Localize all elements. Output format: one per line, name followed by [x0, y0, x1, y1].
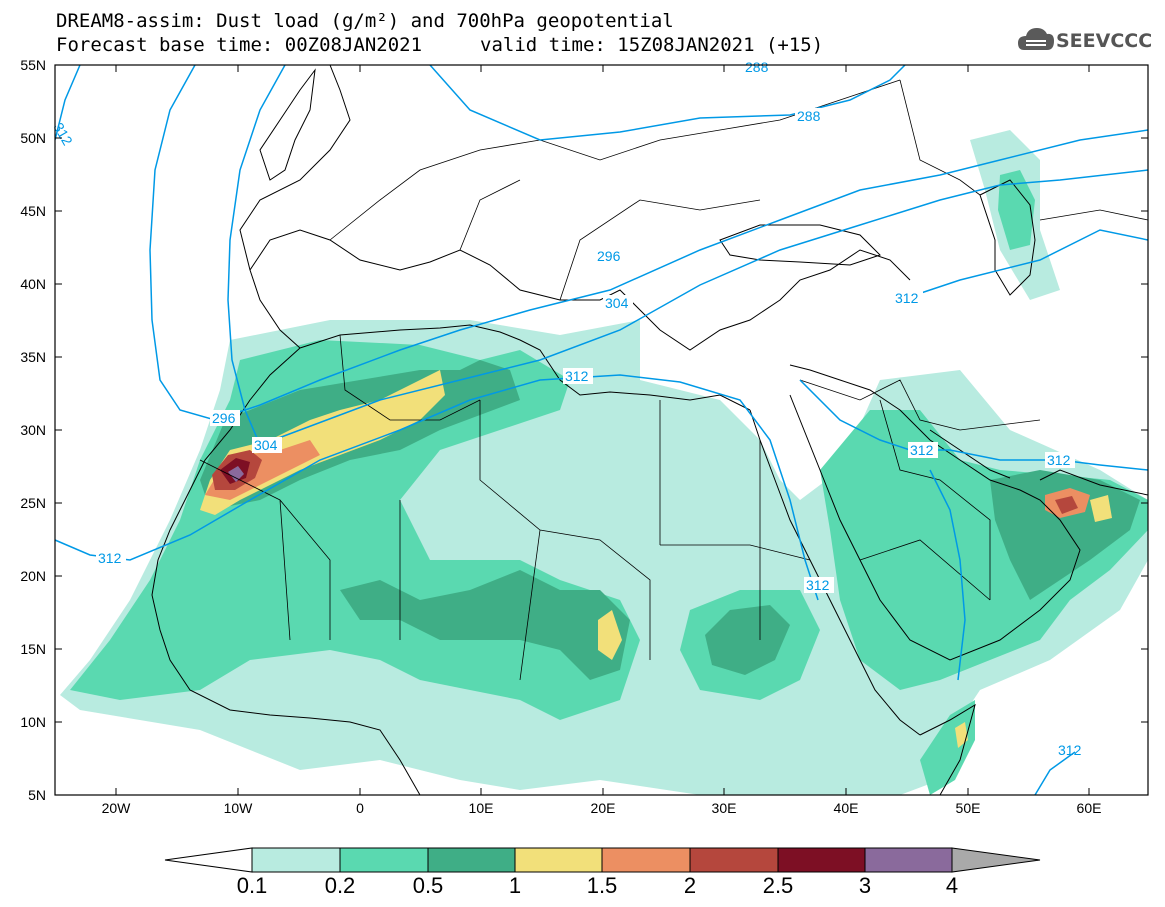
colorbar-label: 3: [858, 873, 872, 898]
map-title: DREAM8-assim: Dust load (g/m²) and 700hP…: [56, 10, 674, 32]
colorbar-label: 0.1: [236, 873, 268, 898]
contour-label: 312: [98, 550, 122, 566]
colorbar-swatch: [251, 847, 341, 873]
coast-gulf-oman: [1039, 469, 1148, 496]
contour-label: 312: [565, 368, 589, 384]
coast-arabia: [789, 364, 1081, 661]
lon-label: 60E: [1076, 800, 1102, 816]
lon-label: 20E: [590, 800, 616, 816]
contour-label: 312: [1047, 452, 1071, 468]
borders-europe: [329, 79, 1148, 301]
colorbar-label: 0.2: [324, 873, 356, 898]
colorbar-label: 0.5: [412, 873, 444, 898]
lon-label: 10W: [223, 800, 253, 816]
forecast-base-time: Forecast base time: 00Z08JAN2021: [56, 34, 423, 56]
contour-312-east: [899, 229, 1148, 301]
contour-label: 312: [1058, 742, 1082, 758]
colorbar-swatch: [339, 847, 429, 873]
lat-label: 55N: [20, 57, 46, 73]
seevccc-logo: SEEVCCC: [1056, 30, 1153, 52]
contour-312-west: [55, 65, 81, 141]
colorbar-swatch: [601, 847, 691, 873]
lon-label: 0: [356, 800, 364, 816]
colorbar-label: 1: [508, 873, 522, 898]
axis-ticks: [55, 64, 1148, 795]
coast-africa-north: [299, 324, 751, 411]
coast-persian-gulf: [929, 429, 1011, 479]
lat-label: 45N: [20, 203, 46, 219]
lat-label: 30N: [20, 422, 46, 438]
lon-label: 50E: [955, 800, 981, 816]
lon-label: 30E: [711, 800, 737, 816]
valid-time: valid time: 15Z08JAN2021 (+15): [480, 34, 824, 56]
contour-label: 312: [895, 290, 919, 306]
contour-label: 296: [212, 410, 236, 426]
coastlines: [151, 65, 1148, 795]
coast-europe-west: [239, 65, 351, 271]
contour-296-south: [149, 65, 1148, 421]
dust-band-2.5-arabia: [1055, 496, 1078, 514]
contour-label: 304: [605, 295, 629, 311]
colorbar: [164, 847, 1041, 873]
contour-label: 312: [910, 442, 934, 458]
contour-label: 288: [797, 108, 821, 124]
contour-312-arabia: [799, 379, 1148, 471]
colorbar-max-arrow: [951, 847, 1041, 873]
lat-label: 5N: [28, 787, 46, 803]
colorbar-label: 1.5: [586, 873, 618, 898]
coast-uk: [259, 68, 316, 181]
contour-312-loop: [929, 469, 966, 681]
lat-label: 20N: [20, 568, 46, 584]
lat-label: 50N: [20, 130, 46, 146]
dust-band-0.2-caspian: [998, 170, 1035, 250]
dust-band-0.5-sahel: [340, 570, 630, 680]
colorbar-swatch: [689, 847, 779, 873]
contour-304: [227, 65, 1148, 446]
coast-caspian: [979, 179, 1036, 296]
lat-label: 15N: [20, 641, 46, 657]
borders-africa: [199, 334, 811, 681]
colorbar-swatch: [514, 847, 603, 873]
dust-band-0.5-east: [705, 605, 790, 675]
lat-label: 25N: [20, 495, 46, 511]
contour-288-north: [429, 65, 906, 141]
colorbar-label: 2: [683, 873, 697, 898]
coast-africa-west: [151, 347, 421, 795]
contour-label: 288: [745, 59, 769, 75]
colorbar-swatch: [427, 847, 516, 873]
contour-label: 312: [50, 120, 76, 148]
contour-312-main: [55, 374, 819, 601]
dust-band-1-sahel: [598, 610, 622, 660]
dust-band-4: [228, 466, 244, 482]
colorbar-label: 2.5: [762, 873, 794, 898]
dust-band-1-arabia: [1090, 495, 1112, 522]
colorbar-swatch: [777, 847, 866, 873]
contour-label: 312: [806, 577, 830, 593]
coast-black-sea: [719, 224, 881, 266]
contour-labels: 288 288 296 304 312 312 296 304 312 312 …: [50, 59, 1081, 758]
cloud-icon: [1018, 28, 1054, 50]
contour-label: 304: [254, 437, 278, 453]
dust-field: [60, 130, 1148, 795]
colorbar-swatch: [864, 847, 953, 873]
lon-label: 10E: [468, 800, 494, 816]
contour-label: 296: [597, 248, 621, 264]
borders-middle-east: [799, 379, 1041, 601]
lat-label: 10N: [20, 714, 46, 730]
lat-label: 40N: [20, 276, 46, 292]
contour-312-sw: [1034, 751, 1076, 795]
geopotential-contours: [55, 65, 1148, 795]
lon-label: 40E: [833, 800, 859, 816]
colorbar-label: 4: [945, 873, 959, 898]
dust-band-0.2-horn: [920, 700, 975, 795]
lon-label: 20W: [101, 800, 131, 816]
coast-horn: [919, 703, 976, 795]
lat-label: 35N: [20, 349, 46, 365]
colorbar-min-arrow: [164, 847, 253, 873]
